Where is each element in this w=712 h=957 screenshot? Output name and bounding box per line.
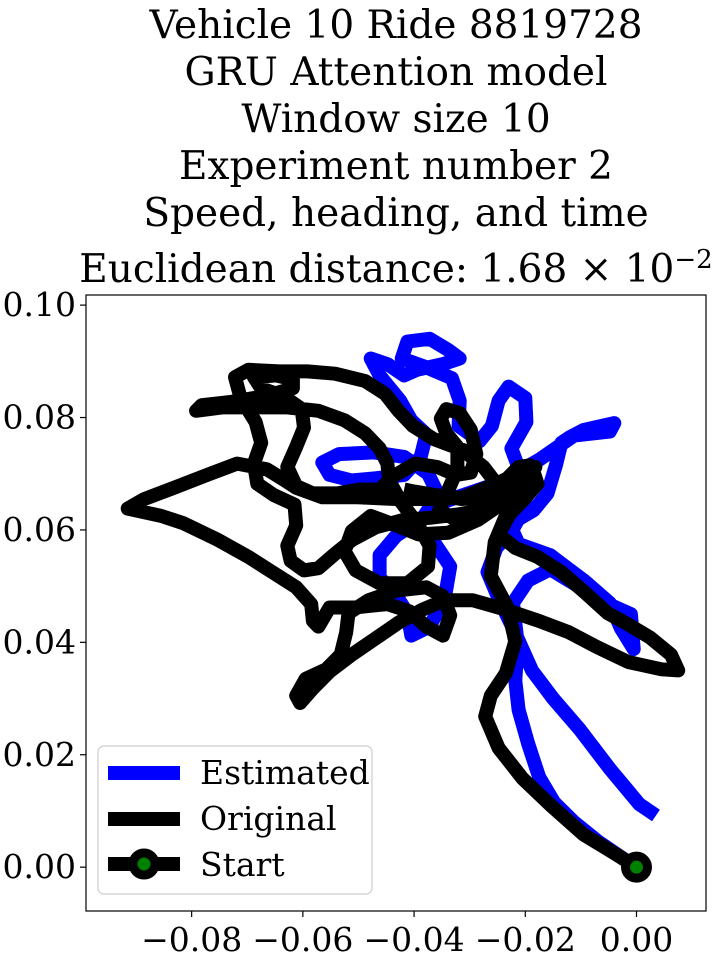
title-line: Vehicle 10 Ride 8819728 — [149, 3, 643, 48]
legend-label-start: Start — [200, 845, 285, 884]
legend-label-estimated: Estimated — [200, 753, 370, 792]
x-tick-label: −0.06 — [252, 920, 353, 957]
y-tick-label: 0.04 — [3, 622, 76, 661]
title-line-distance: Euclidean distance: 1.68 × 10−2 — [0, 237, 712, 293]
title-line: GRU Attention model — [184, 50, 608, 95]
y-tick-label: 0.02 — [3, 735, 76, 774]
x-tick-label: 0.00 — [600, 920, 673, 957]
legend: Estimated Original Start — [97, 745, 373, 895]
title-line: Experiment number 2 — [179, 144, 613, 189]
legend-swatch-start-marker — [128, 848, 160, 880]
distance-text: Euclidean distance: 1.68 — [79, 247, 568, 292]
x-tick-label: −0.02 — [475, 920, 576, 957]
y-tick-label: 0.06 — [3, 510, 76, 549]
y-tick-label: 0.10 — [3, 285, 76, 324]
x-tick-label: −0.04 — [364, 920, 465, 957]
chart-title: Vehicle 10 Ride 8819728 GRU Attention mo… — [0, 2, 712, 293]
x-tick-label: −0.08 — [141, 920, 242, 957]
distance-exponent: −2 — [674, 245, 712, 275]
title-line: Speed, heading, and time — [143, 191, 649, 236]
legend-label-original: Original — [200, 799, 337, 838]
axis-ticks: −0.08 −0.06 −0.04 −0.02 0.00 0.00 0.02 0.04 0.06… — [3, 285, 674, 957]
series-line-original — [120, 362, 686, 874]
plot-area — [120, 331, 686, 883]
distance-exponent-base: × 10 — [579, 247, 675, 292]
y-tick-label: 0.00 — [3, 847, 76, 886]
plot-frame — [85, 294, 707, 912]
y-tick-label: 0.08 — [3, 398, 76, 437]
start-marker — [620, 851, 652, 883]
title-line: Window size 10 — [241, 97, 551, 142]
